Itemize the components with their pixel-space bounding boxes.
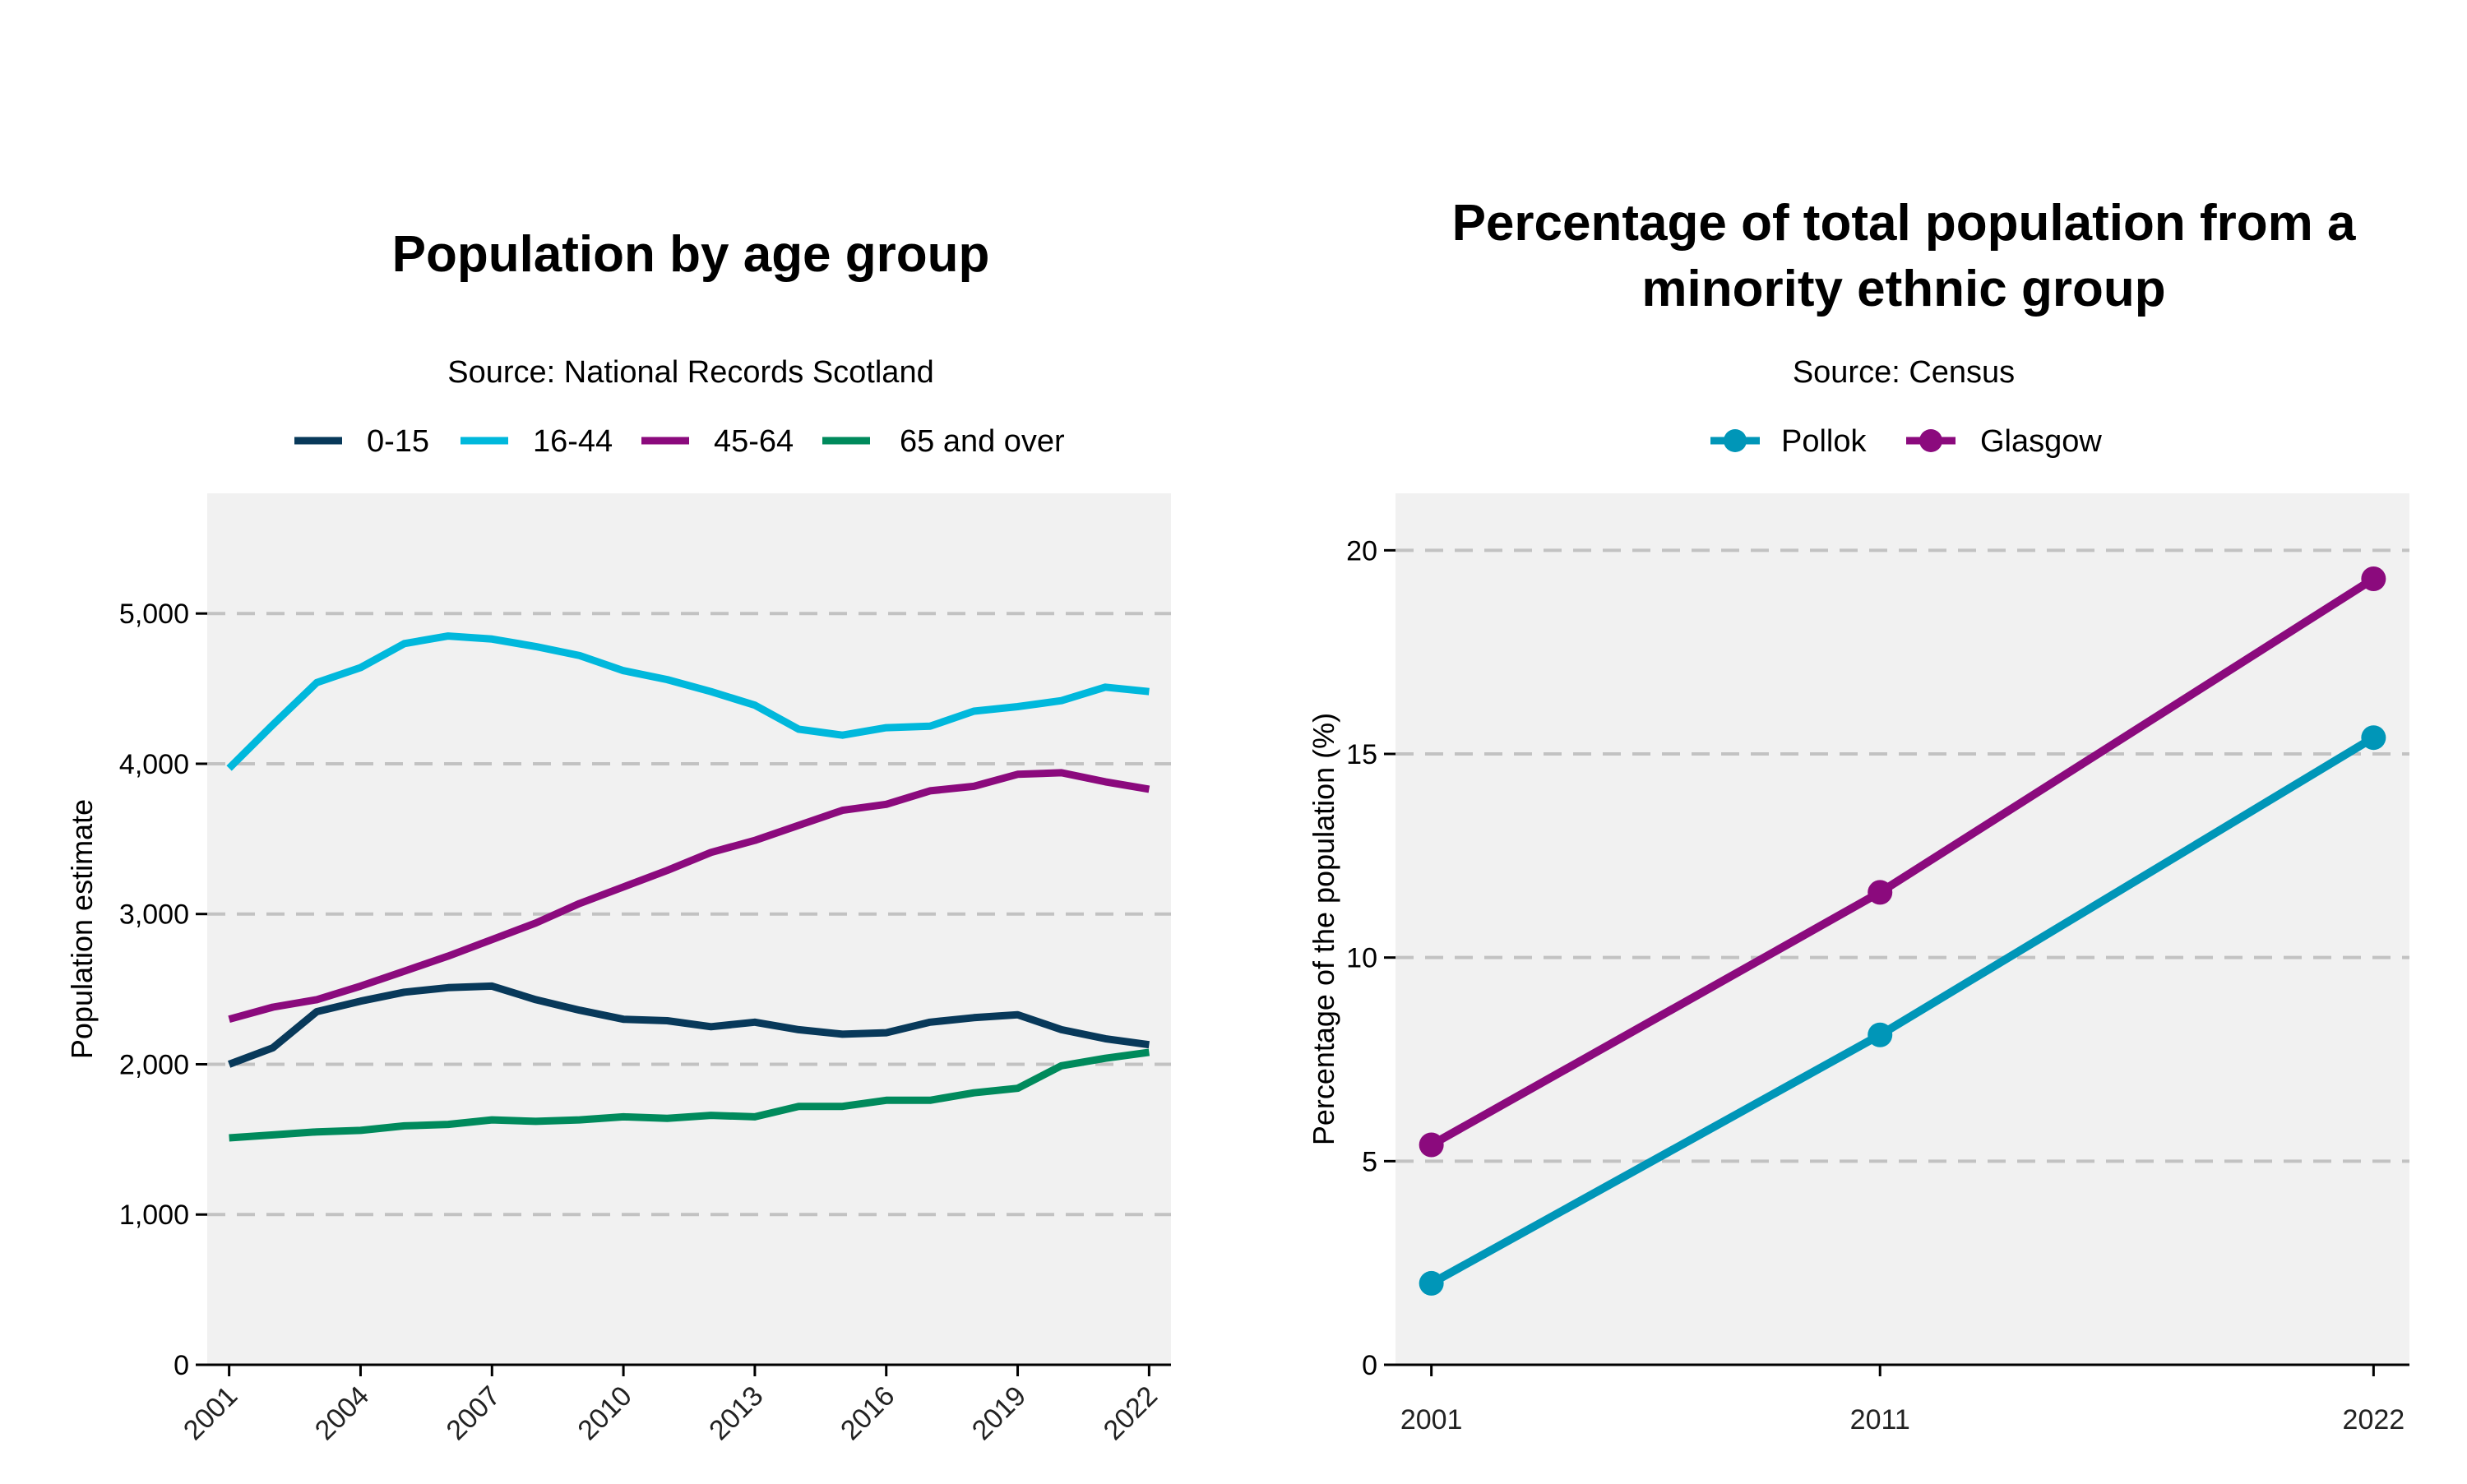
ethnic-chart-subtitle: Source: Census <box>1793 355 2015 390</box>
y-tick-label: 3,000 <box>119 899 189 931</box>
legend-label-0-15: 0-15 <box>367 424 429 459</box>
y-tick-label: 2,000 <box>119 1049 189 1080</box>
series-line-0-15 <box>228 982 1150 1068</box>
x-tick-label: 2013 <box>703 1380 769 1446</box>
age-chart-subtitle: Source: National Records Scotland <box>447 355 933 390</box>
ethnic-chart-y-axis-title: Percentage of the population (%) <box>1307 713 1340 1145</box>
y-tick-label: 0 <box>1362 1350 1377 1381</box>
data-point-glasgow <box>2361 566 2386 592</box>
x-tick-label: 2019 <box>966 1380 1032 1446</box>
data-point-pollok <box>1419 1270 1444 1296</box>
legend-item-45-64: 45-64 <box>641 424 794 459</box>
legend-label-glasgow: Glasgow <box>1980 424 2102 459</box>
legend-label-45-64: 45-64 <box>714 424 794 459</box>
legend-label-16-44: 16-44 <box>533 424 613 459</box>
data-point-pollok <box>2361 725 2386 751</box>
y-tick-label: 1,000 <box>119 1200 189 1231</box>
y-tick-label: 20 <box>1346 535 1377 566</box>
x-tick-label: 2022 <box>2343 1404 2405 1435</box>
series-line-65-and-over <box>229 1048 1150 1142</box>
ethnic-chart-series <box>1419 566 2386 1296</box>
age-chart-gridlines <box>207 612 1171 1217</box>
data-point-glasgow <box>1419 1132 1444 1158</box>
age-chart-y-axis-title: Population estimate <box>65 799 99 1059</box>
y-tick-label: 0 <box>174 1350 189 1381</box>
x-tick-label: 2007 <box>441 1380 507 1446</box>
age-chart-legend: 0-15 16-44 45-64 65 and over <box>294 424 1065 459</box>
series-line-45-64 <box>228 769 1150 1024</box>
y-tick-label: 15 <box>1346 739 1377 770</box>
age-chart-plot-area <box>207 493 1171 1365</box>
x-tick-label: 2001 <box>1400 1404 1463 1435</box>
ethnic-chart-x-axis: 2001 2011 2022 <box>1400 1365 2405 1435</box>
legend-item-glasgow: Glasgow <box>1906 424 2102 459</box>
legend-label-65-and-over: 65 and over <box>900 424 1065 459</box>
y-tick-label: 5 <box>1362 1146 1377 1177</box>
legend-item-pollok: Pollok <box>1710 424 1867 459</box>
legend-marker-glasgow <box>1919 429 1942 452</box>
data-point-glasgow <box>1868 880 1893 905</box>
age-chart-y-axis: 0 1,000 2,000 3,000 4,000 5,000 <box>119 599 207 1381</box>
legend-item-65-and-over: 65 and over <box>822 424 1065 459</box>
legend-marker-pollok <box>1724 429 1747 452</box>
y-tick-label: 4,000 <box>119 749 189 780</box>
legend-item-0-15: 0-15 <box>294 424 429 459</box>
age-chart-title: Population by age group <box>392 226 990 283</box>
y-tick-label: 5,000 <box>119 599 189 630</box>
age-chart: Population by age group Source: National… <box>65 226 1171 1446</box>
x-tick-label: 2004 <box>309 1380 375 1446</box>
ethnic-chart-title-line-2: minority ethnic group <box>1641 261 2165 317</box>
x-tick-label: 2016 <box>835 1380 900 1446</box>
x-tick-label: 2001 <box>178 1380 243 1446</box>
x-tick-label: 2010 <box>572 1380 637 1446</box>
ethnic-chart-gridlines <box>1395 548 2409 1163</box>
age-chart-series <box>226 632 1150 1142</box>
ethnic-chart-plot-area <box>1395 493 2409 1365</box>
ethnic-chart-title-line-1: Percentage of total population from a <box>1452 195 2356 252</box>
ethnic-chart-legend: Pollok Glasgow <box>1710 424 2102 459</box>
age-chart-x-axis: 2001 2004 2007 2010 2013 2016 2019 2022 <box>178 1365 1164 1446</box>
ethnic-chart-y-axis: 0 5 10 15 20 <box>1346 535 1395 1381</box>
legend-item-16-44: 16-44 <box>461 424 613 459</box>
legend-label-pollok: Pollok <box>1781 424 1867 459</box>
data-point-pollok <box>1868 1022 1893 1047</box>
series-line-16-44 <box>226 632 1150 771</box>
x-tick-label: 2011 <box>1850 1404 1910 1435</box>
x-tick-label: 2022 <box>1098 1380 1164 1446</box>
ethnic-chart: Percentage of total population from a mi… <box>1307 195 2409 1435</box>
y-tick-label: 10 <box>1346 943 1377 974</box>
